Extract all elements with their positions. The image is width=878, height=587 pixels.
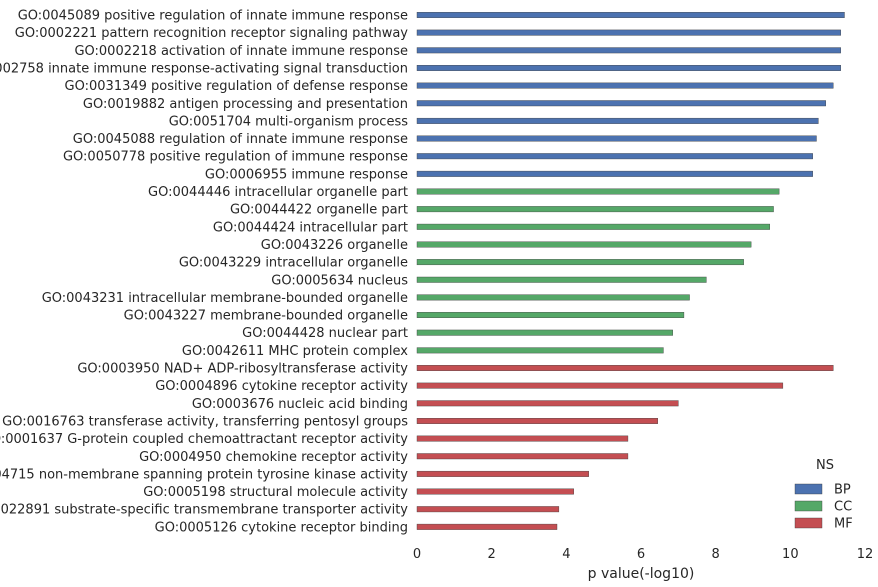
bar-mf xyxy=(416,488,575,495)
category-label: GO:0005198 structural molecule activity xyxy=(143,485,408,500)
legend-swatch-cc xyxy=(794,500,823,512)
x-tick-label: 8 xyxy=(712,547,720,562)
bar-cc xyxy=(416,347,664,354)
category-label: GO:0002218 activation of innate immune r… xyxy=(74,44,408,59)
bar-mf xyxy=(416,470,589,477)
bar-bp xyxy=(416,82,834,89)
legend-title: NS xyxy=(816,458,834,473)
category-label: GO:0005634 nucleus xyxy=(271,273,408,288)
category-label: GO:0022891 substrate-specific transmembr… xyxy=(0,503,408,518)
category-label: GO:0004896 cytokine receptor activity xyxy=(155,379,408,394)
bar-bp xyxy=(416,47,841,54)
category-labels: GO:0045089 positive regulation of innate… xyxy=(0,9,408,536)
x-tick-label: 6 xyxy=(637,547,645,562)
bar-bp xyxy=(416,64,841,71)
category-label: GO:0044422 organelle part xyxy=(230,203,408,218)
category-label: GO:0001637 G-protein coupled chemoattrac… xyxy=(0,432,408,447)
bar-cc xyxy=(416,294,690,301)
bar-cc xyxy=(416,276,707,283)
category-label: GO:0044446 intracellular organelle part xyxy=(148,185,408,200)
bar-bp xyxy=(416,29,841,36)
category-label: GO:0045088 regulation of innate immune r… xyxy=(73,132,408,147)
bar-mf xyxy=(416,382,784,389)
category-label: GO:0004715 non-membrane spanning protein… xyxy=(0,467,408,482)
category-label: GO:0044424 intracellular part xyxy=(213,220,408,235)
category-label: GO:0051704 multi-organism process xyxy=(169,114,409,129)
category-label: GO:0005126 cytokine receptor binding xyxy=(155,520,408,535)
bar-bp xyxy=(416,12,845,18)
x-axis-label: p value(-log10) xyxy=(588,566,695,582)
legend-label-bp: BP xyxy=(834,483,851,498)
category-label: GO:0019882 antigen processing and presen… xyxy=(83,97,408,112)
bar-mf xyxy=(416,400,679,407)
category-label: GO:0003950 NAD+ ADP-ribosyltransferase a… xyxy=(77,362,408,377)
category-label: GO:0003676 nucleic acid binding xyxy=(192,397,408,412)
bar-mf xyxy=(416,435,629,442)
bar-cc xyxy=(416,206,774,213)
bar-mf xyxy=(416,523,558,530)
bar-bp xyxy=(416,153,813,160)
bar-cc xyxy=(416,259,744,266)
category-label: GO:0043229 intracellular organelle xyxy=(179,256,408,271)
bars xyxy=(416,12,845,530)
bar-cc xyxy=(416,188,780,195)
category-label: GO:0002221 pattern recognition receptor … xyxy=(15,26,409,41)
bar-bp xyxy=(416,135,817,142)
legend-swatch-mf xyxy=(794,517,823,529)
bar-cc xyxy=(416,312,685,318)
category-label: GO:0044428 nuclear part xyxy=(242,326,408,341)
bar-mf xyxy=(416,453,629,460)
category-label: GO:0045089 positive regulation of innate… xyxy=(18,9,408,24)
category-label: GO:0043226 organelle xyxy=(261,238,408,253)
bar-cc xyxy=(416,241,752,248)
x-tick-label: 2 xyxy=(488,547,496,562)
category-label: GO:0016763 transferase activity, transfe… xyxy=(2,414,408,429)
legend-swatch-bp xyxy=(794,483,823,495)
legend-label-cc: CC xyxy=(834,500,852,515)
category-label: GO:0043231 intracellular membrane-bounde… xyxy=(42,291,408,306)
x-tick-label: 10 xyxy=(782,547,799,562)
category-label: GO:0002758 innate immune response-activa… xyxy=(0,61,408,76)
x-tick-label: 0 xyxy=(413,547,421,562)
bar-bp xyxy=(416,100,826,107)
bar-cc xyxy=(416,329,673,336)
bar-bp xyxy=(416,117,819,124)
x-tick-label: 12 xyxy=(857,547,874,562)
category-label: GO:0042611 MHC protein complex xyxy=(182,344,408,359)
x-tick-label: 4 xyxy=(562,547,570,562)
category-label: GO:0004950 chemokine receptor activity xyxy=(139,450,408,465)
bar-mf xyxy=(416,506,560,513)
category-label: GO:0050778 positive regulation of immune… xyxy=(63,150,408,165)
legend-label-mf: MF xyxy=(834,517,853,532)
bar-bp xyxy=(416,170,813,177)
category-label: GO:0031349 positive regulation of defens… xyxy=(65,79,408,94)
category-label: GO:0043227 membrane-bounded organelle xyxy=(124,309,408,324)
bar-mf xyxy=(416,365,834,371)
category-label: GO:0006955 immune response xyxy=(205,167,408,182)
x-axis-ticks: 0 2 4 6 8 10 12 xyxy=(413,547,873,562)
bar-cc xyxy=(416,223,770,230)
bar-mf xyxy=(416,418,659,424)
